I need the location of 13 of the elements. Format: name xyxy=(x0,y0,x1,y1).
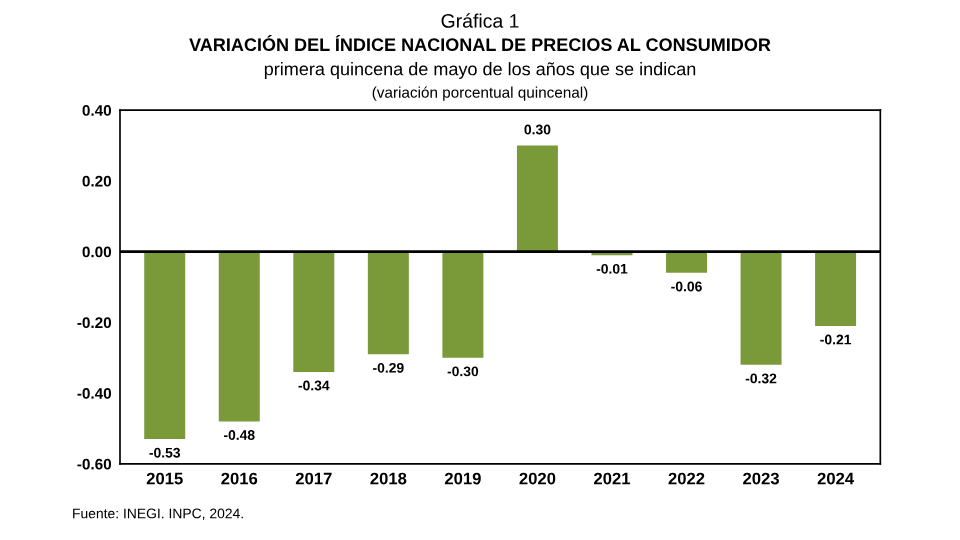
x-tick-label: 2016 xyxy=(221,472,258,485)
x-tick-label: 2024 xyxy=(817,472,855,485)
chart-title: VARIACIÓN DEL ÍNDICE NACIONAL DE PRECIOS AL CONSUMIDOR xyxy=(189,34,771,52)
text: Gráfica 1 xyxy=(441,13,519,28)
chart-subtitle: primera quincena de mayo de los años que se indican xyxy=(264,62,696,79)
x-tick-label: 2019 xyxy=(444,472,481,485)
x-tick-label: 2021 xyxy=(594,472,631,485)
x-tick-label: 2023 xyxy=(743,472,779,485)
x-tick-label: 2020 xyxy=(519,472,556,485)
x-tick-label: 2015 xyxy=(146,472,183,485)
x-tick-label: 2018 xyxy=(370,472,407,485)
x-tick-label: 2022 xyxy=(668,472,705,485)
x-tick-label: 2017 xyxy=(295,472,332,485)
